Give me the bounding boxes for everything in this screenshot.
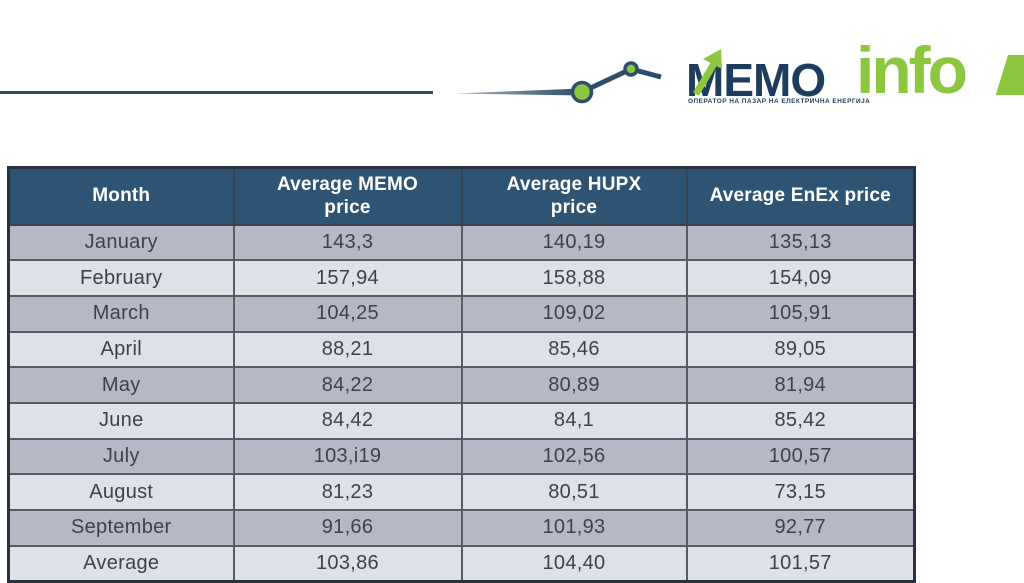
memo-price-cell: 103,86	[232, 544, 463, 583]
column-header-memo-price: Average MEMO price	[232, 166, 463, 226]
enex-price-cell: 100,57	[685, 437, 916, 476]
enex-price-cell: 105,91	[685, 294, 916, 333]
memo-price-cell: 103,i19	[232, 437, 463, 476]
enex-price-cell: 81,94	[685, 366, 916, 404]
hupx-price-cell: 104,40	[460, 544, 688, 583]
column-header-hupx-price: Average HUPX price	[460, 166, 688, 226]
table-row-average: Average 103,86 104,40 101,57	[7, 544, 916, 583]
month-cell: September	[7, 509, 235, 547]
month-cell: Average	[7, 544, 235, 583]
table-row-january: January 143,3 140,19 135,13	[7, 223, 916, 262]
logo-tagline: ОПЕРАТОР НА ПАЗАР НА ЕЛЕКТРИЧНА ЕНЕРГИЈА	[688, 98, 871, 105]
header-rule-line	[0, 91, 433, 94]
hupx-price-cell: 158,88	[460, 259, 688, 297]
month-cell: February	[7, 259, 235, 297]
month-cell: January	[7, 223, 235, 262]
memo-price-cell: 143,3	[232, 223, 463, 262]
memo-price-cell: 84,22	[232, 366, 463, 404]
month-cell: July	[7, 437, 235, 476]
table-row-may: May 84,22 80,89 81,94	[7, 366, 916, 404]
table-row-february: February 157,94 158,88 154,09	[7, 259, 916, 297]
enex-price-cell: 101,57	[685, 544, 916, 583]
enex-price-cell: 92,77	[685, 509, 916, 547]
table-row-april: April 88,21 85,46 89,05	[7, 330, 916, 369]
enex-price-cell: 85,42	[685, 401, 916, 440]
hupx-price-cell: 84,1	[460, 401, 688, 440]
column-header-enex-price: Average EnEx price	[685, 166, 916, 226]
month-cell: August	[7, 473, 235, 511]
hupx-price-cell: 109,02	[460, 294, 688, 333]
month-cell: May	[7, 366, 235, 404]
memo-price-cell: 81,23	[232, 473, 463, 511]
memo-price-cell: 91,66	[232, 509, 463, 547]
enex-price-cell: 135,13	[685, 223, 916, 262]
memo-price-cell: 104,25	[232, 294, 463, 333]
monthly-price-table: Month Average MEMO price Average HUPX pric…	[7, 166, 916, 583]
table-row-june: June 84,42 84,1 85,42	[7, 401, 916, 440]
month-cell: March	[7, 294, 235, 333]
table-row-march: March 104,25 109,02 105,91	[7, 294, 916, 333]
hupx-price-cell: 140,19	[460, 223, 688, 262]
enex-price-cell: 73,15	[685, 473, 916, 511]
logo-up-arrow-icon	[692, 49, 722, 96]
table-row-september: September 91,66 101,93 92,77	[7, 509, 916, 547]
memo-price-cell: 84,42	[232, 401, 463, 440]
hupx-price-cell: 101,93	[460, 509, 688, 547]
logo-chartline-icon	[455, 61, 662, 104]
hupx-price-cell: 102,56	[460, 437, 688, 476]
memo-price-cell: 157,94	[232, 259, 463, 297]
enex-price-cell: 89,05	[685, 330, 916, 369]
table-row-august: August 81,23 80,51 73,15	[7, 473, 916, 511]
month-cell: June	[7, 401, 235, 440]
logo-flag-shape	[995, 55, 1024, 95]
memo-price-cell: 88,21	[232, 330, 463, 369]
enex-price-cell: 154,09	[685, 259, 916, 297]
hupx-price-cell: 85,46	[460, 330, 688, 369]
table-header-row: Month Average MEMO price Average HUPX pric…	[7, 166, 916, 226]
month-cell: April	[7, 330, 235, 369]
hupx-price-cell: 80,51	[460, 473, 688, 511]
logo-brand-info: info	[856, 33, 968, 107]
column-header-month: Month	[7, 166, 235, 226]
hupx-price-cell: 80,89	[460, 366, 688, 404]
table-row-july: July 103,i19 102,56 100,57	[7, 437, 916, 476]
